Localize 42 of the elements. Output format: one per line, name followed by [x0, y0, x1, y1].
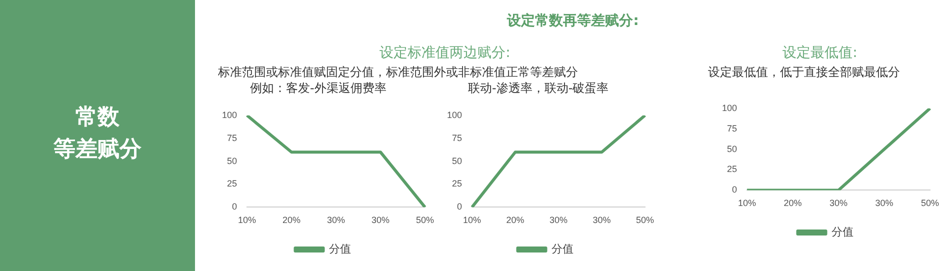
y-tick-label: 0 — [732, 184, 738, 195]
y-tick-label: 75 — [452, 132, 462, 143]
x-tick-label: 30% — [829, 198, 848, 208]
x-tick-label: 30% — [326, 215, 346, 226]
x-tick-label: 10% — [238, 215, 256, 226]
text: 例如：客发-外渠返佣费率 — [250, 80, 386, 97]
x-tick-label: 50% — [416, 215, 434, 226]
legend-label: 分值 — [831, 225, 854, 238]
y-tick-label: 50 — [452, 156, 462, 166]
text: 联动-渗透率，联动-破蛋率 — [468, 80, 609, 97]
x-tick-label: 50% — [920, 198, 939, 208]
y-tick-label: 0 — [457, 202, 462, 212]
x-tick-label: 20% — [506, 215, 524, 226]
legend-label: 分值 — [328, 242, 351, 256]
text: 常数 — [74, 104, 120, 132]
x-tick-label: 30% — [371, 215, 390, 226]
text: 设定常数再等差赋分: — [507, 12, 639, 30]
chart-title: 设定标准值两边赋分: — [380, 44, 510, 62]
x-tick-label: 20% — [784, 198, 802, 208]
x-tick-label: 30% — [592, 215, 611, 226]
x-tick-label: 20% — [282, 215, 301, 226]
chart-subtitle: 设定最低值，低于直接全部赋最低分 — [708, 64, 900, 81]
x-tick-label: 30% — [549, 215, 568, 226]
y-tick-label: 25 — [452, 178, 462, 189]
y-tick-label: 50 — [227, 156, 238, 166]
chart-subtitle: 标准范围或标准值赋固定分值，标准范围外或非标准值正常等差赋分 — [218, 64, 578, 81]
y-tick-label: 100 — [222, 110, 238, 120]
x-tick-label: 30% — [875, 198, 894, 208]
chart-title: 设定最低值: — [782, 44, 858, 62]
y-tick-label: 0 — [232, 202, 238, 212]
y-tick-label: 75 — [227, 132, 238, 143]
y-tick-label: 50 — [727, 144, 738, 154]
y-tick-label: 25 — [227, 178, 238, 189]
x-tick-label: 50% — [636, 215, 654, 226]
x-tick-label: 10% — [463, 215, 482, 226]
y-tick-label: 25 — [727, 164, 738, 174]
y-tick-label: 75 — [727, 123, 738, 134]
x-tick-label: 10% — [738, 198, 756, 208]
text: 等差赋分 — [52, 136, 142, 164]
y-tick-label: 100 — [446, 110, 462, 120]
y-tick-label: 100 — [722, 102, 738, 113]
legend-label: 分值 — [551, 242, 574, 256]
